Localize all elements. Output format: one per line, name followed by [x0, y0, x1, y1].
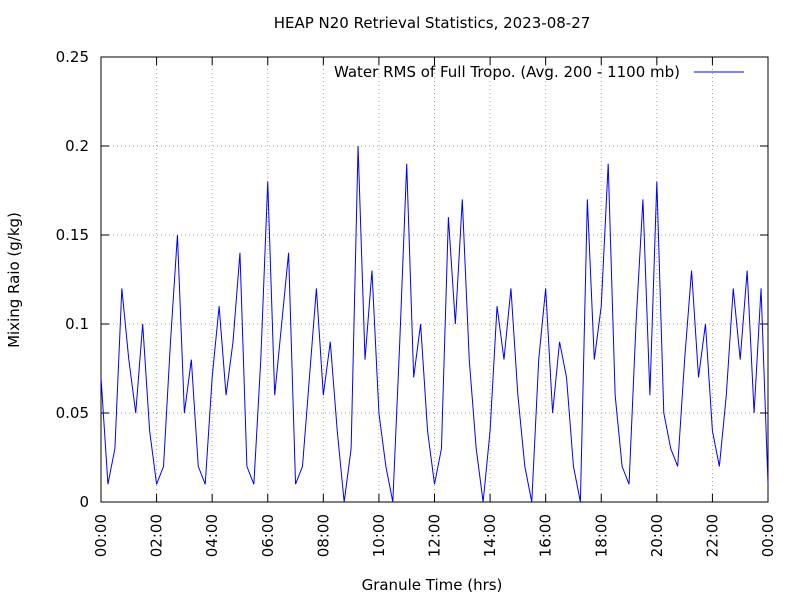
chart-title: HEAP N20 Retrieval Statistics, 2023-08-2…: [274, 14, 591, 32]
data-line: [100, 145, 769, 503]
x-tick-label: 18:00: [592, 514, 610, 557]
y-tick-label: 0: [79, 493, 89, 511]
y-tick-label: 0.15: [56, 226, 89, 244]
x-tick-label: 10:00: [370, 514, 388, 557]
y-axis-label: Mixing Raio (g/kg): [5, 212, 23, 348]
x-tick-label: 08:00: [314, 514, 332, 557]
legend-label: Water RMS of Full Tropo. (Avg. 200 - 110…: [334, 63, 680, 81]
x-tick-label: 00:00: [759, 514, 777, 557]
x-tick-label: 04:00: [203, 514, 221, 557]
x-tick-label: 06:00: [259, 514, 277, 557]
x-tick-label: 00:00: [92, 514, 110, 557]
y-tick-label: 0.2: [65, 137, 89, 155]
y-tick-label: 0.05: [56, 404, 89, 422]
y-tick-label: 0.25: [56, 48, 89, 66]
x-tick-label: 02:00: [148, 514, 166, 557]
x-axis-label: Granule Time (hrs): [362, 576, 503, 594]
x-tick-label: 14:00: [481, 514, 499, 557]
plot-frame: [100, 56, 769, 503]
x-tick-label: 20:00: [648, 514, 666, 557]
x-tick-label: 16:00: [537, 514, 555, 557]
y-tick-label: 0.1: [65, 315, 89, 333]
x-tick-label: 22:00: [703, 514, 721, 557]
x-tick-label: 12:00: [426, 514, 444, 557]
